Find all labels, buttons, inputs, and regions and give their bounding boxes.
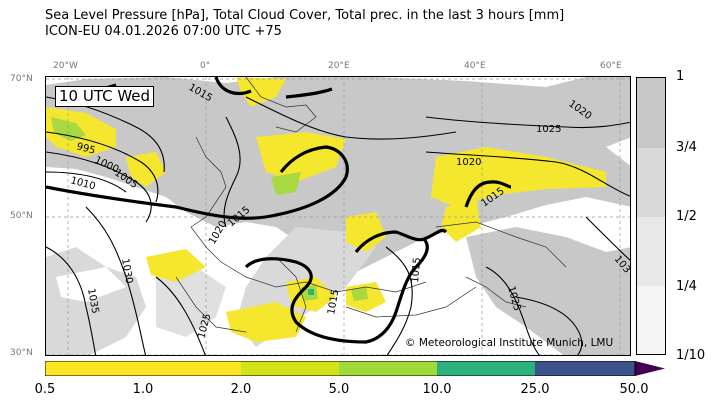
precip-band-0-5 <box>45 361 143 376</box>
precip-label-25-0: 25.0 <box>520 382 550 397</box>
cloud-cover-colorbar <box>636 77 666 355</box>
precip-label-1-0: 1.0 <box>132 382 154 397</box>
lon-label-60e: 60°E <box>600 61 622 71</box>
isobar-label: 1020 <box>456 157 481 168</box>
precip-band-25-0 <box>535 361 635 376</box>
title-line-1: Sea Level Pressure [hPa], Total Cloud Co… <box>45 8 565 23</box>
precip-label-5-0: 5.0 <box>328 382 350 397</box>
lat-label-70n: 70°N <box>10 74 33 84</box>
cloud-band-quarter <box>637 286 665 354</box>
lon-label-40e: 40°E <box>464 61 486 71</box>
title-line-2: ICON-EU 04.01.2026 07:00 UTC +75 <box>45 24 282 39</box>
isobars <box>46 96 630 355</box>
precipitation-colorbar <box>45 361 665 376</box>
precip-label-2-0: 2.0 <box>230 382 252 397</box>
isobar-label: 1030 <box>119 258 134 285</box>
lon-label-20w: 20°W <box>53 61 78 71</box>
copyright-notice: © Meteorological Institute Munich, LMU <box>405 337 614 349</box>
lon-label-20e: 20°E <box>328 61 350 71</box>
coastlines <box>175 77 567 333</box>
forecast-time-label: 10 UTC Wed <box>55 86 155 107</box>
cloud-label-1-2: 1/2 <box>676 209 697 224</box>
cloud-label-1-10: 1/10 <box>676 348 706 363</box>
cloud-band-full <box>637 78 665 148</box>
isobar-label: 1015 <box>326 289 341 316</box>
lat-label-30n: 30°N <box>10 348 33 358</box>
precip-band-1-0 <box>143 361 241 376</box>
lon-label-0: 0° <box>200 61 211 71</box>
precip-band-extend <box>635 361 665 376</box>
precip-label-50-0: 50.0 <box>619 382 649 397</box>
map-canvas: 1015 1020 1025 995 1000 1005 1010 1015 1… <box>46 77 630 355</box>
cloud-cover-layer <box>46 77 630 355</box>
isobar-label: 1015 <box>410 257 423 283</box>
cloud-label-1-4: 1/4 <box>676 279 697 294</box>
cloud-band-half <box>637 217 665 286</box>
precip-band-10-0 <box>437 361 535 376</box>
cloud-band-three-quarter <box>637 148 665 217</box>
cloud-label-3-4: 3/4 <box>676 140 697 155</box>
chart-title: Sea Level Pressure [hPa], Total Cloud Co… <box>45 8 564 40</box>
precip-label-10-0: 10.0 <box>422 382 452 397</box>
isobar-label: 1010 <box>69 175 96 192</box>
cloud-label-1: 1 <box>676 69 685 84</box>
precip-label-0-5: 0.5 <box>34 382 56 397</box>
isobar-label: 1025 <box>536 124 561 135</box>
lat-label-50n: 50°N <box>10 211 33 221</box>
precip-band-2-0 <box>241 361 339 376</box>
isobar-label: 1035 <box>85 288 100 315</box>
precip-band-5-0 <box>339 361 437 376</box>
isobar-label: 995 <box>75 141 96 157</box>
weather-map: 1015 1020 1025 995 1000 1005 1010 1015 1… <box>45 76 631 356</box>
